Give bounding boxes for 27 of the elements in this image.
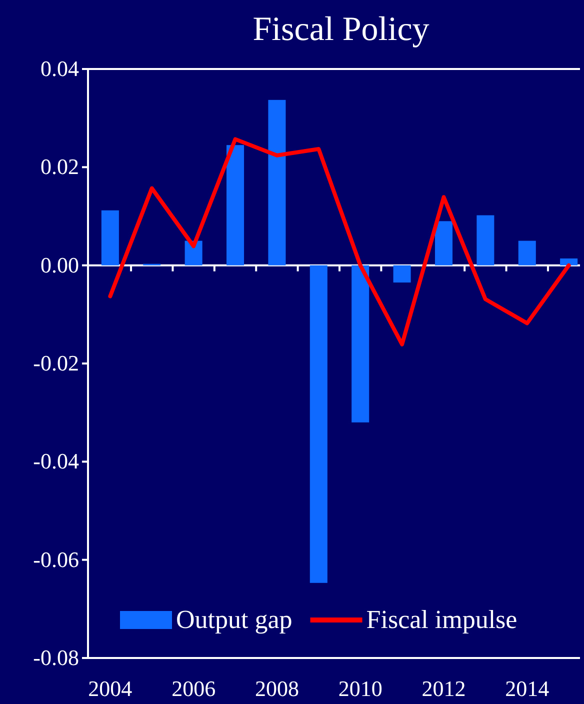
y-tick-label: 0.04 — [40, 56, 79, 82]
bar — [434, 221, 452, 266]
legend-label: Fiscal impulse — [366, 605, 518, 634]
bar — [268, 100, 286, 266]
line-series — [108, 137, 571, 346]
y-tick-label: -0.06 — [33, 546, 79, 572]
y-tick-label: -0.02 — [33, 350, 79, 376]
bar — [560, 258, 578, 266]
x-tick-label: 2014 — [505, 676, 550, 701]
bar — [101, 210, 119, 266]
y-tick-label: -0.08 — [33, 645, 79, 670]
bar — [352, 265, 370, 422]
bar — [476, 215, 494, 266]
x-tick-label: 2010 — [338, 676, 382, 701]
bar — [518, 240, 536, 266]
x-tick-label: 2006 — [172, 676, 216, 701]
x-tick-label: 2004 — [88, 676, 132, 701]
chart-title: Fiscal Policy — [252, 11, 430, 48]
y-tick-label: 0.02 — [40, 154, 79, 180]
bar — [226, 145, 244, 266]
y-tick-label: 0.00 — [40, 252, 79, 278]
bar — [310, 265, 328, 583]
x-tick-label: 2012 — [422, 676, 466, 701]
y-tick-label: -0.04 — [33, 448, 79, 474]
x-tick-label: 2008 — [254, 676, 299, 701]
bar — [393, 265, 411, 283]
legend-label: Output gap — [176, 605, 292, 634]
